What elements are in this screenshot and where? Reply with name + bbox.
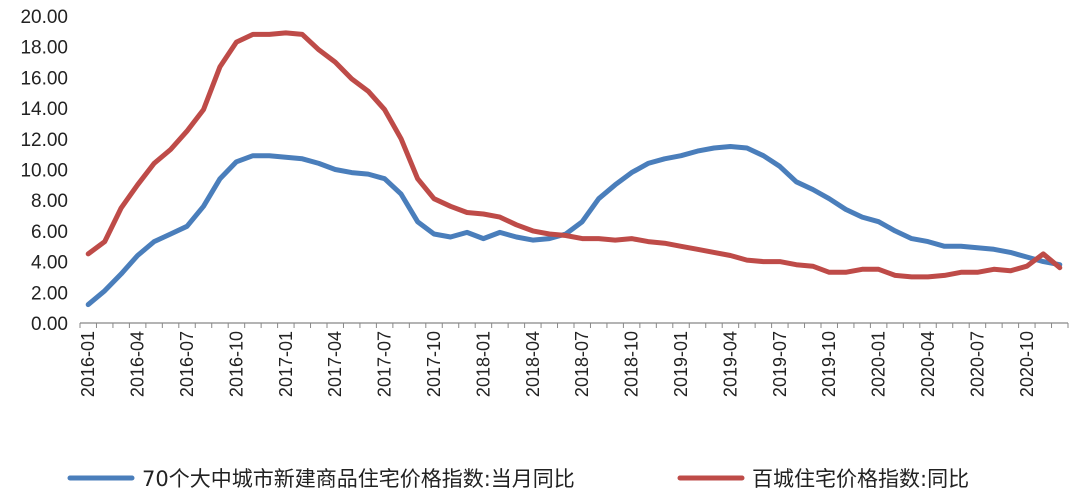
legend: 70个大中城市新建商品住宅价格指数:当月同比 百城住宅价格指数:同比 [67, 467, 969, 491]
y-tick-label: 20.00 [20, 7, 68, 28]
x-tick-label: 2020-07 [967, 331, 987, 397]
x-tick-label: 2016-07 [177, 331, 197, 397]
y-tick-label: 0.00 [31, 314, 68, 335]
x-tick-label: 2019-07 [770, 331, 790, 397]
x-tick-label: 2016-01 [78, 331, 98, 397]
y-tick-label: 16.00 [20, 68, 68, 89]
x-tick-label: 2018-07 [572, 331, 592, 397]
x-tick-label: 2016-10 [226, 331, 246, 397]
x-tick-label: 2016-04 [128, 331, 148, 397]
y-tick-label: 12.00 [20, 130, 68, 151]
series-line-2 [85, 30, 1063, 280]
series-lines [85, 30, 1063, 308]
x-tick-label: 2020-10 [1017, 331, 1037, 397]
y-axis: 0.00 2.00 4.00 6.00 8.00 10.00 12.00 14.00 16.00… [20, 7, 68, 335]
y-tick-label: 8.00 [31, 191, 68, 212]
y-tick-label: 14.00 [20, 99, 68, 120]
x-tick-label: 2018-04 [523, 331, 543, 397]
x-axis: 2016-01 2016-04 2016-07 2016-10 2017-01 2017-… [78, 322, 1069, 397]
series-line-1 [85, 144, 1063, 308]
x-tick-label: 2017-07 [375, 331, 395, 397]
x-tick-label: 2018-10 [622, 331, 642, 397]
y-tick-label: 2.00 [31, 283, 68, 304]
x-tick-label: 2017-01 [276, 331, 296, 397]
x-tick-label: 2019-01 [671, 331, 691, 397]
y-tick-label: 6.00 [31, 222, 68, 243]
x-tick-label: 2017-04 [325, 331, 345, 397]
x-tick-label: 2019-04 [720, 331, 740, 397]
legend-label-2: 百城住宅价格指数:同比 [752, 467, 969, 491]
y-tick-label: 4.00 [31, 253, 68, 274]
legend-label-1: 70个大中城市新建商品住宅价格指数:当月同比 [142, 467, 575, 491]
x-tick-label: 2018-01 [473, 331, 493, 397]
x-tick-label: 2019-10 [819, 331, 839, 397]
y-tick-label: 10.00 [20, 161, 68, 182]
x-tick-label: 2020-01 [869, 331, 889, 397]
x-tick-label: 2017-10 [424, 331, 444, 397]
y-tick-label: 18.00 [20, 38, 68, 59]
x-tick-label: 2020-04 [918, 331, 938, 397]
